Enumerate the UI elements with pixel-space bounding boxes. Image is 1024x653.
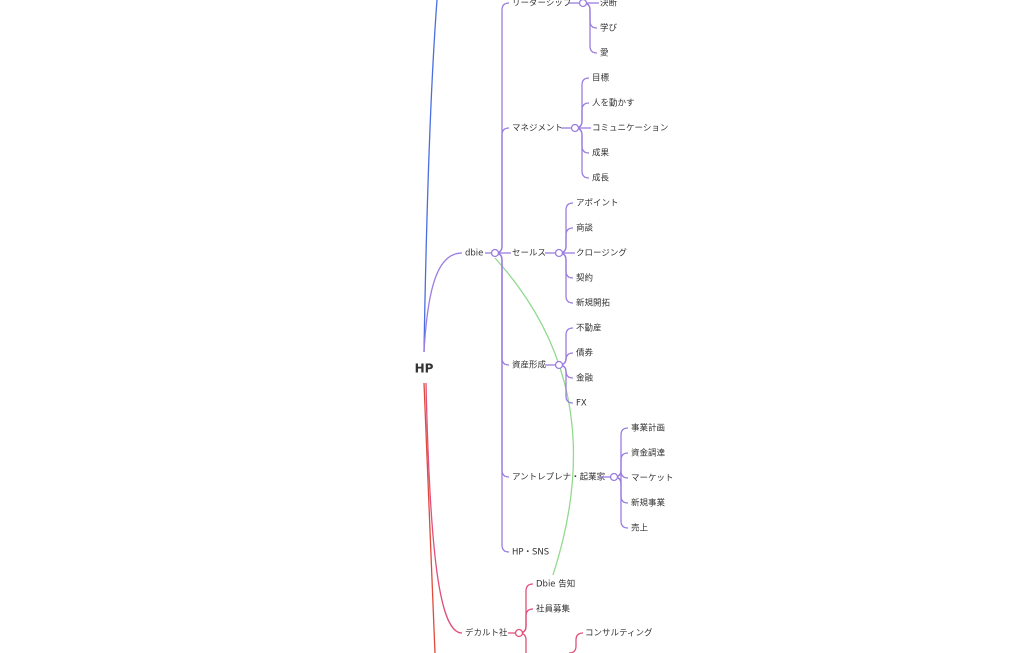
subtopic: 資金調達: [631, 448, 666, 459]
subtopic: 商談: [576, 223, 594, 234]
branch-line: [568, 632, 584, 653]
subtopic: 新規開拓: [576, 298, 611, 309]
subtopic: マーケット: [631, 474, 674, 484]
topic: アントレプレナ・起業家: [512, 472, 606, 483]
subtopic: 金融: [576, 373, 594, 384]
subtopic: 新規事業: [631, 498, 666, 509]
branch-line: [558, 227, 574, 254]
subtopic: コンサルティング: [585, 628, 653, 639]
topic: デカルト社: [465, 628, 508, 639]
subtopic: 売上: [631, 523, 649, 534]
subtopic: Dbie 告知: [536, 579, 575, 590]
subtopic: クロージング: [576, 248, 627, 259]
collapse-node: [490, 248, 500, 258]
subtopic: コミュニケーション: [592, 124, 668, 134]
subtopic: 社員募集: [536, 604, 571, 615]
collapse-node: [554, 248, 564, 258]
branch-line: [494, 127, 510, 254]
topic: 資産形成: [512, 360, 547, 371]
collapse-node: [570, 123, 580, 133]
subtopic: 債券: [576, 348, 594, 359]
subtopic: 不動産: [576, 323, 602, 334]
collapse-node: [609, 472, 619, 482]
collapse-node: [554, 360, 564, 370]
branch-line: [425, 382, 463, 634]
subtopic: 成果: [592, 148, 610, 159]
branch-line: [423, 382, 436, 653]
subtopic: 目標: [592, 73, 610, 84]
topic: マネジメント: [512, 124, 563, 134]
branch-line: [494, 252, 510, 553]
subtopic: アポイント: [576, 199, 619, 209]
collapse-node: [514, 628, 524, 638]
branch-line: [423, 0, 438, 353]
branch-line: [423, 252, 463, 353]
topic: dbie: [465, 249, 483, 259]
subtopic: FX: [576, 399, 587, 409]
topic: セールス: [512, 249, 546, 259]
subtopic: 学び: [600, 23, 618, 34]
subtopic: 事業計画: [631, 423, 665, 434]
branch-line: [518, 608, 534, 634]
relation-line: [494, 257, 575, 576]
topic: リーダーシップ: [512, 0, 572, 9]
root-topic: HP: [415, 362, 434, 376]
subtopic: 人を動かす: [592, 98, 635, 109]
subtopic: 成長: [592, 173, 610, 184]
subtopic: 契約: [576, 273, 593, 284]
subtopic: 愛: [600, 48, 609, 59]
subtopic: 決断: [600, 0, 618, 9]
topic: HP・SNS: [512, 548, 549, 558]
collapse-node: [578, 0, 588, 8]
branch-line: [574, 102, 590, 129]
